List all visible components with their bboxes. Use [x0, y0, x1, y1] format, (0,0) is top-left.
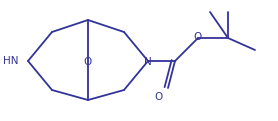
Text: HN: HN: [3, 56, 18, 66]
Text: O: O: [84, 57, 92, 67]
Text: O: O: [194, 32, 202, 42]
Text: O: O: [155, 92, 163, 102]
Text: N: N: [144, 57, 152, 67]
